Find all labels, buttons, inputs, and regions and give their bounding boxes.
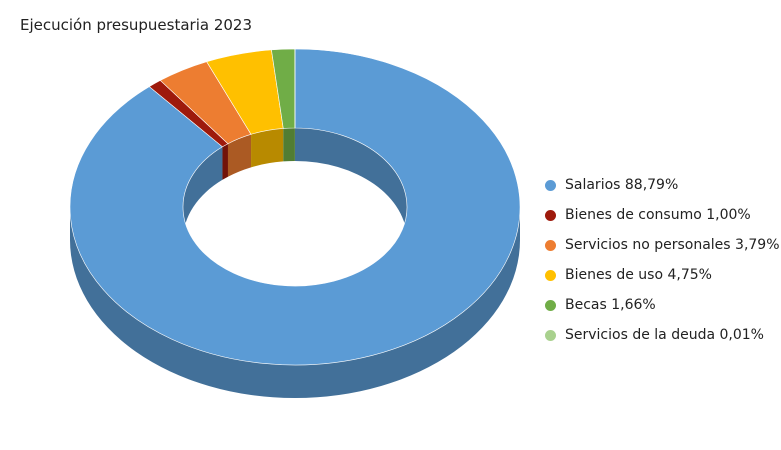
legend-label: Salarios 88,79% [565, 177, 679, 193]
legend-label: Servicios de la deuda 0,01% [565, 327, 764, 343]
legend-marker [545, 329, 556, 341]
legend-label: Bienes de consumo 1,00% [565, 207, 751, 223]
donut-inner-side-2 [227, 134, 252, 177]
legend-marker [545, 209, 556, 221]
legend-item-5[interactable]: Servicios de la deuda 0,01% [545, 320, 780, 350]
legend-marker [545, 179, 556, 191]
donut-inner-side-3 [251, 128, 284, 168]
donut-inner-side-0 [183, 146, 223, 240]
legend-marker [545, 269, 556, 281]
donut-inner-side-1 [222, 143, 228, 180]
legend-item-0[interactable]: Salarios 88,79% [545, 170, 780, 200]
legend-label: Becas 1,66% [565, 297, 656, 313]
donut-inner-side-4 [283, 128, 295, 162]
legend-item-3[interactable]: Bienes de uso 4,75% [545, 260, 780, 290]
donut-inner-side-0-b [295, 128, 407, 240]
legend-item-4[interactable]: Becas 1,66% [545, 290, 780, 320]
donut-outer-side-0 [70, 207, 520, 398]
chart-title: Ejecución presupuestaria 2023 [20, 16, 253, 34]
legend-label: Bienes de uso 4,75% [565, 267, 712, 283]
legend: Salarios 88,79% Bienes de consumo 1,00% Se… [545, 170, 780, 350]
legend-marker [545, 239, 556, 251]
donut-slice-0[interactable] [69, 48, 521, 366]
legend-marker [545, 299, 556, 311]
legend-item-1[interactable]: Bienes de consumo 1,00% [545, 200, 780, 230]
legend-item-2[interactable]: Servicios no personales 3,79% [545, 230, 780, 260]
legend-label: Servicios no personales 3,79% [565, 237, 780, 253]
